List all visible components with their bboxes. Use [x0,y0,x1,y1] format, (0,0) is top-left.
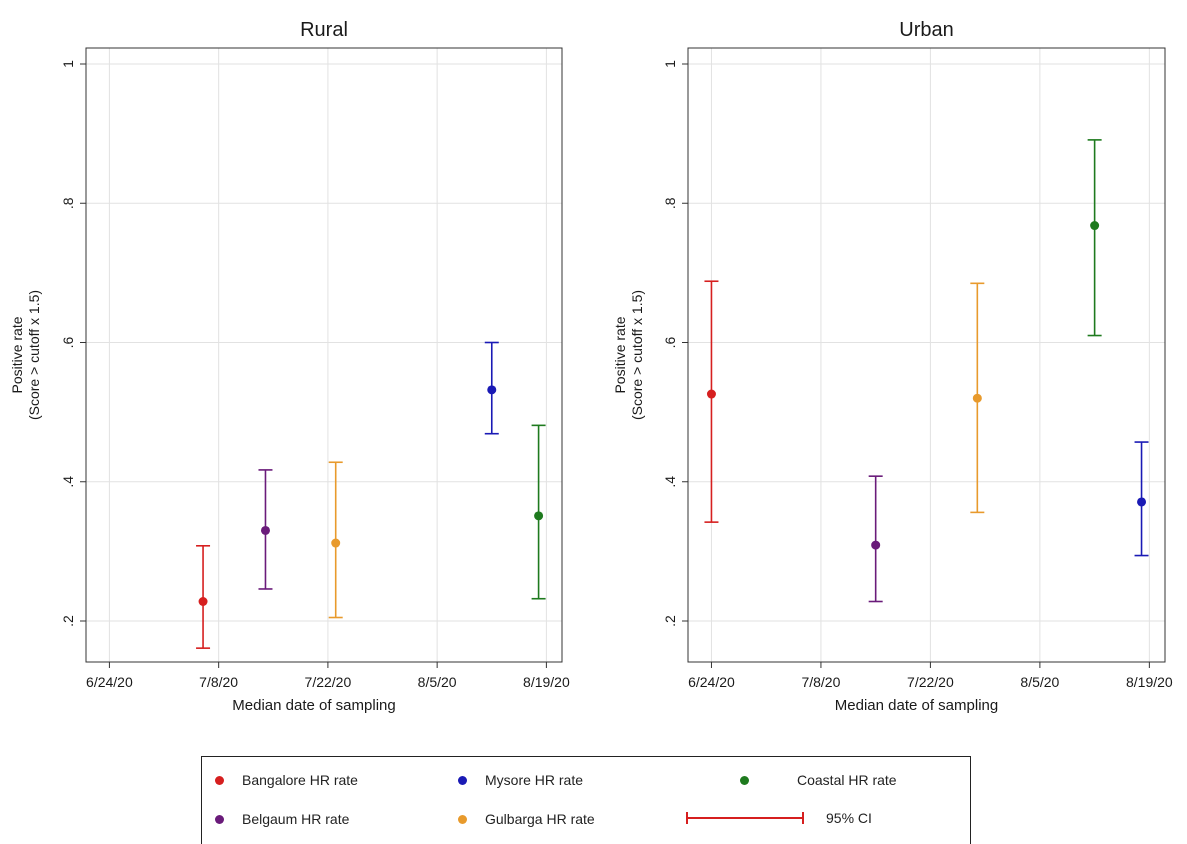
legend-marker-belgaum [215,814,224,824]
legend-item-mysore: Mysore HR rate [458,772,583,788]
point-mysore [487,385,497,395]
x-tick-label: 6/24/20 [688,674,735,690]
x-tick-label: 7/22/20 [305,674,352,690]
plot-frame [85,47,563,663]
y-axis-label: (Score > cutoff x 1.5) [26,290,42,420]
x-tick-label: 8/19/20 [523,674,570,690]
legend-marker-ci [686,812,804,824]
point-belgaum [260,525,270,535]
x-axis-label: Median date of sampling [232,697,395,714]
y-tick-label: .2 [60,615,76,627]
y-tick-label: .4 [662,476,678,488]
legend-item-ci: 95% CI [686,810,872,826]
legend-marker-bangalore [215,775,224,785]
point-belgaum [871,540,881,550]
legend-label-ci: 95% CI [826,810,872,826]
legend-label-belgaum: Belgaum HR rate [242,811,350,827]
y-tick-label: 1 [662,60,678,68]
x-tick-label: 8/19/20 [1126,674,1173,690]
x-tick-label: 6/24/20 [86,674,133,690]
point-gulbarga [972,393,982,403]
legend-item-belgaum: Belgaum HR rate [215,811,349,827]
legend-marker-coastal [740,775,749,785]
legend-item-coastal: Coastal HR rate [740,772,897,788]
chart-title-rural: Rural [300,19,348,41]
x-tick-label: 7/22/20 [907,674,954,690]
y-tick-label: .8 [60,197,76,209]
chart-title-urban: Urban [899,19,953,41]
chart-panel-urban: Urban 6/24/20 7/8/20 7/22/20 8/5/20 8/19/20 1.… [612,19,1173,714]
x-tick-label: 7/8/20 [199,674,238,690]
legend-label-mysore: Mysore HR rate [485,772,584,788]
y-axis-label: Positive rate [612,316,628,393]
chart-panel-rural: Rural 6/24/20 7/8/20 7/22/20 8/5/20 8/19/20 1.… [9,19,570,714]
point-bangalore [706,389,716,399]
point-mysore [1137,497,1147,507]
y-tick-label: 1 [60,60,76,68]
chart-figure: Rural 6/24/20 7/8/20 7/22/20 8/5/20 8/19/20 1.… [9,19,1173,714]
point-coastal [534,511,544,521]
point-coastal [1090,221,1100,231]
y-tick-label: .2 [662,615,678,627]
legend-marker-mysore [458,775,467,785]
x-tick-label: 7/8/20 [801,674,840,690]
x-tick-label: 8/5/20 [418,674,457,690]
legend-item-gulbarga: Gulbarga HR rate [458,811,595,827]
legend-item-bangalore: Bangalore HR rate [215,772,358,788]
y-axis-label: Positive rate [9,316,25,393]
y-tick-label: .4 [60,476,76,488]
legend-label-bangalore: Bangalore HR rate [242,772,358,788]
legend-label-gulbarga: Gulbarga HR rate [485,811,595,827]
y-tick-label: .8 [662,197,678,209]
point-gulbarga [331,538,341,548]
point-bangalore [198,597,208,607]
y-tick-label: .6 [662,336,678,348]
y-axis-label: (Score > cutoff x 1.5) [629,290,645,420]
x-tick-label: 8/5/20 [1020,674,1059,690]
y-tick-label: .6 [60,336,76,348]
legend-marker-gulbarga [458,814,467,824]
chart-legend: Bangalore HR rate Mysore HR rate Coastal… [201,756,971,844]
plot-frame [687,47,1166,663]
legend-label-coastal: Coastal HR rate [797,772,897,788]
x-axis-label: Median date of sampling [835,697,998,714]
